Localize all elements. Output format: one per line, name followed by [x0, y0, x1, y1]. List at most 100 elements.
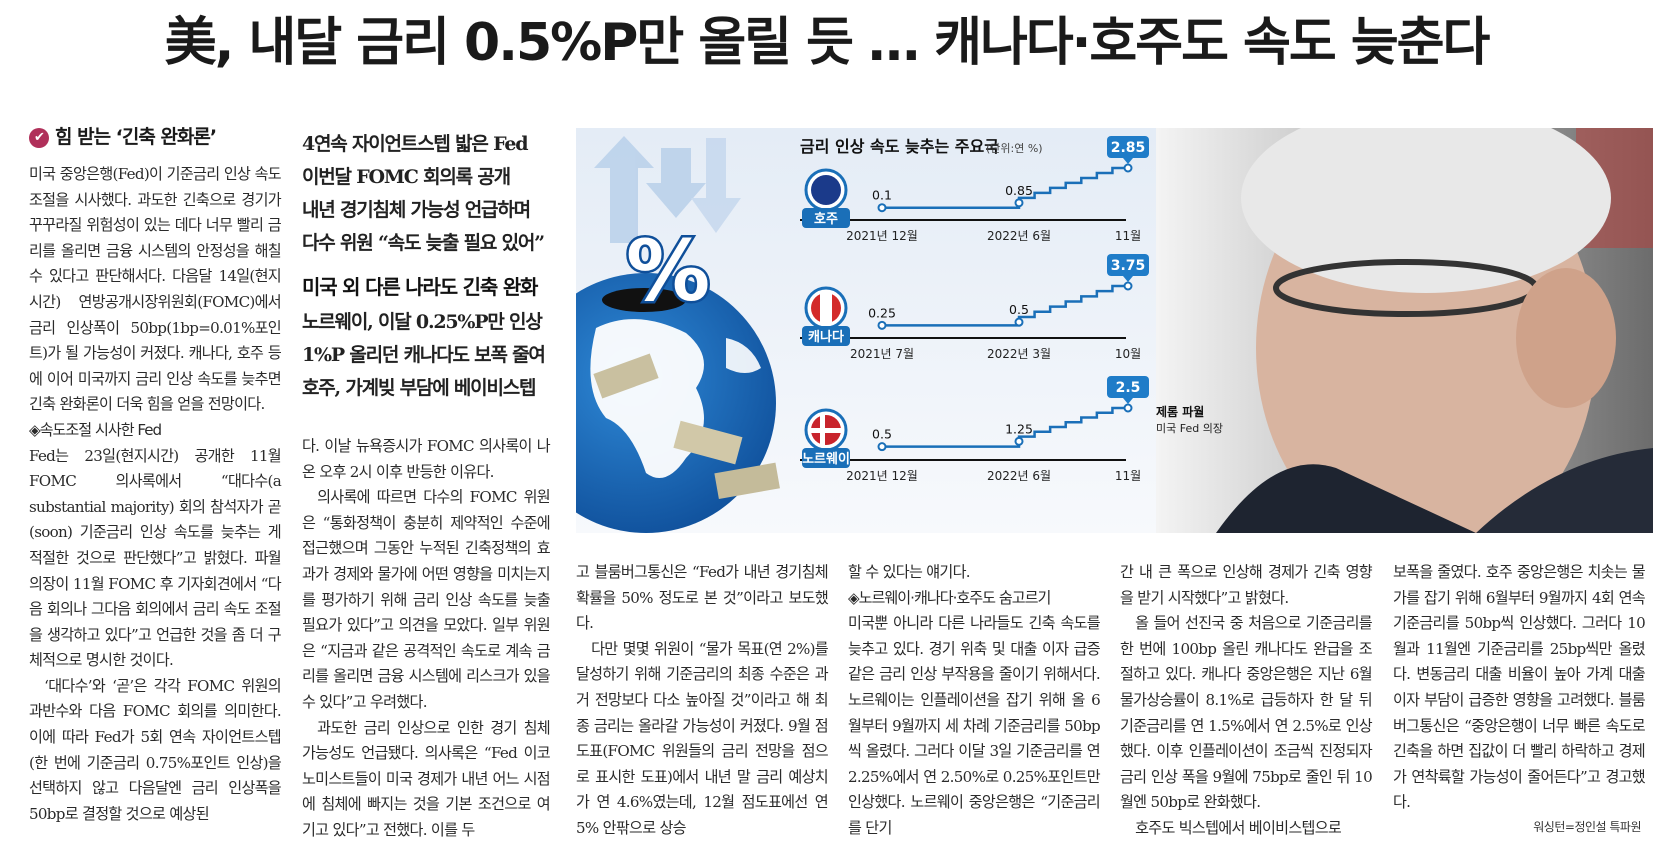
deck-line: 노르웨이, 이달 0.25%P만 인상 — [302, 311, 543, 333]
paragraph: ◈속도조절 시사한 Fed — [29, 420, 162, 439]
tick-label: 2022년 6월 — [987, 229, 1051, 243]
deck-line: 내년 경기침체 가능성 언급하며 — [302, 199, 531, 221]
article-column-5: 간 내 큰 폭으로 인상해 경제가 긴축 영향을 받기 시작했다”고 밝혔다. 올… — [1120, 560, 1373, 842]
paragraph: 의사록에 따르면 다수의 FOMC 위원은 “통화정책이 충분히 제약적인 수준… — [302, 488, 551, 711]
rate-charts: 금리 인상 속도 늦추는 주요국 (단위:연 %) 호주 0.1 0.85 2.85 2… — [800, 136, 1149, 483]
paragraph: ◈노르웨이·캐나다·호주도 숨고르기 — [848, 588, 1051, 607]
photo-caption-role: 미국 Fed 의장 — [1156, 422, 1223, 435]
country-label: 노르웨이 — [802, 451, 850, 467]
flag-cross-v — [820, 415, 825, 445]
deck-line: 4연속 자이언트스텝 밟은 Fed — [302, 133, 528, 155]
value-label: 0.1 — [872, 188, 892, 203]
value-bubble-tail — [1123, 398, 1133, 404]
deck-head: 미국 외 다른 나라도 긴축 완화 — [302, 275, 538, 299]
rate-point — [877, 203, 887, 213]
value-bubble-tail — [1123, 158, 1133, 164]
paragraph: 미국뿐 아니라 다른 나라들도 긴축 속도를 늦추고 있다. 경기 위축 및 대… — [848, 614, 1101, 837]
paragraph: 다만 몇몇 위원이 “물가 목표(연 2%)를 달성하기 위해 기준금리의 최종… — [576, 639, 829, 837]
paragraph: ‘대다수’와 ‘곧’은 각각 FOMC 위원의 과반수와 다음 FOMC 회의를… — [29, 676, 282, 823]
rate-point — [1014, 436, 1024, 446]
deck-line: 이번달 FOMC 회의록 공개 — [302, 166, 511, 188]
column-body: 미국 중앙은행(Fed)이 기준금리 인상 속도 조절을 시사했다. 과도한 긴… — [29, 162, 282, 827]
tick-label: 2021년 7월 — [850, 347, 914, 361]
paragraph: 올 들어 선진국 중 처음으로 기준금리를 한 번에 100bp 올린 캐나다도… — [1120, 614, 1373, 812]
infographic: % 금리 인상 속도 늦추는 주요국 (단위:연 %) 호주 0.1 0.85 2.8… — [576, 128, 1653, 533]
tick-label: 2021년 12월 — [846, 469, 918, 483]
country-label-box — [802, 448, 850, 468]
column-body: 보폭을 줄였다. 호주 중앙은행은 치솟는 물가를 잡기 위해 6월부터 9월까… — [1393, 560, 1646, 816]
paragraph: 미국 중앙은행(Fed)이 기준금리 인상 속도 조절을 시사했다. 과도한 긴… — [29, 165, 282, 414]
column-body: 고 블룸버그통신은 “Fed가 내년 경기침체 확률을 50% 정도로 본 것”… — [576, 560, 829, 842]
chart-unit: (단위:연 %) — [986, 142, 1043, 155]
country-chart: 노르웨이 0.5 1.25 2.5 2021년 12월 2022년 6월 11월 — [800, 376, 1149, 483]
value-label: 1.25 — [1005, 421, 1033, 436]
value-bubble — [1107, 376, 1149, 398]
column-body: 간 내 큰 폭으로 인상해 경제가 긴축 영향을 받기 시작했다”고 밝혔다. 올… — [1120, 560, 1373, 842]
byline: 워싱턴=정인설 특파원 — [1533, 820, 1641, 834]
value-label: 0.5 — [872, 427, 892, 442]
value-label: 0.5 — [1009, 302, 1029, 317]
paragraph: 호주도 빅스텝에서 베이비스텝으로 — [1135, 818, 1342, 837]
deck-line: 다수 위원 “속도 늦출 필요 있어” — [302, 232, 545, 254]
flag-stripe — [820, 293, 832, 323]
value-label: 0.85 — [1005, 183, 1033, 198]
paragraph: Fed는 23일(현지시간) 공개한 11월 FOMC 의사록에서 “대다수(a… — [29, 446, 282, 670]
rate-point — [1014, 198, 1024, 208]
section-head: ✔ 힘 받는 ‘긴축 완화론’ — [29, 124, 281, 150]
value-bubble-tail — [1123, 276, 1133, 282]
country-label-box — [802, 208, 850, 228]
rate-point — [1123, 163, 1133, 173]
rate-point — [1123, 281, 1133, 291]
tick-label: 10월 — [1115, 347, 1141, 361]
rate-point — [1014, 317, 1024, 327]
tick-label: 11월 — [1115, 469, 1141, 483]
country-chart: 캐나다 0.25 0.5 3.75 2021년 7월 2022년 3월 10월 — [800, 254, 1149, 361]
headline: 美, 내달 금리 0.5%P만 올릴 듯 … 캐나다·호주도 속도 늦춘다 — [164, 13, 1491, 73]
photo-caption-name: 제롬 파월 — [1156, 404, 1204, 419]
rate-point — [877, 442, 887, 452]
deck-line: 1%P 올리던 캐나다도 보폭 줄여 — [302, 344, 546, 366]
flag-icon — [811, 175, 841, 205]
article-column-2: 다. 이날 뉴욕증시가 FOMC 의사록이 나온 오후 2시 이후 반등한 이유… — [302, 434, 551, 844]
rate-point — [877, 320, 887, 330]
value-label-final: 2.5 — [1116, 380, 1141, 396]
tick-label: 2021년 12월 — [846, 229, 918, 243]
rate-point — [1123, 403, 1133, 413]
value-label-final: 3.75 — [1111, 258, 1146, 274]
arrows-decoration — [594, 136, 741, 243]
flag-cross-h — [811, 428, 841, 433]
percent-icon: % — [626, 222, 710, 320]
value-label-final: 2.85 — [1111, 140, 1146, 156]
powell-photo — [1156, 128, 1653, 533]
paragraph: 보폭을 줄였다. 호주 중앙은행은 치솟는 물가를 잡기 위해 6월부터 9월까… — [1393, 563, 1646, 812]
article-column-6: 보폭을 줄였다. 호주 중앙은행은 치솟는 물가를 잡기 위해 6월부터 9월까… — [1393, 560, 1646, 816]
country-label-box — [802, 326, 850, 346]
value-label: 0.25 — [868, 305, 896, 320]
paragraph: 다. 이날 뉴욕증시가 FOMC 의사록이 나온 오후 2시 이후 반등한 이유… — [302, 437, 551, 481]
paragraph: 과도한 금리 인상으로 인한 경기 침체 가능성도 언급됐다. 의사록은 “Fe… — [302, 718, 551, 839]
deck-line: 호주, 가계빚 부담에 베이비스텝 — [302, 377, 537, 399]
chart-title: 금리 인상 속도 늦추는 주요국 — [800, 137, 999, 156]
paragraph: 간 내 큰 폭으로 인상해 경제가 긴축 영향을 받기 시작했다”고 밝혔다. — [1120, 563, 1373, 607]
tick-label: 2022년 3월 — [987, 347, 1051, 361]
globe-illustration: % — [576, 220, 780, 533]
value-bubble — [1107, 254, 1149, 276]
paragraph: 할 수 있다는 얘기다. — [848, 563, 971, 581]
check-icon: ✔ — [29, 128, 49, 148]
tick-label: 2022년 6월 — [987, 469, 1051, 483]
article-column-1: ✔ 힘 받는 ‘긴축 완화론’ 미국 중앙은행(Fed)이 기준금리 인상 속도 … — [29, 124, 282, 827]
country-chart: 호주 0.1 0.85 2.85 2021년 12월 2022년 6월 11월 — [800, 136, 1149, 243]
value-bubble — [1107, 136, 1149, 158]
country-label: 호주 — [814, 212, 838, 227]
section-head-text: 힘 받는 ‘긴축 완화론’ — [55, 126, 217, 148]
article-column-3: 고 블룸버그통신은 “Fed가 내년 경기침체 확률을 50% 정도로 본 것”… — [576, 560, 829, 842]
country-label: 캐나다 — [808, 329, 844, 345]
tick-label: 11월 — [1115, 229, 1141, 243]
column-body: 다. 이날 뉴욕증시가 FOMC 의사록이 나온 오후 2시 이후 반등한 이유… — [302, 434, 551, 844]
paragraph: 고 블룸버그통신은 “Fed가 내년 경기침체 확률을 50% 정도로 본 것”… — [576, 563, 829, 633]
